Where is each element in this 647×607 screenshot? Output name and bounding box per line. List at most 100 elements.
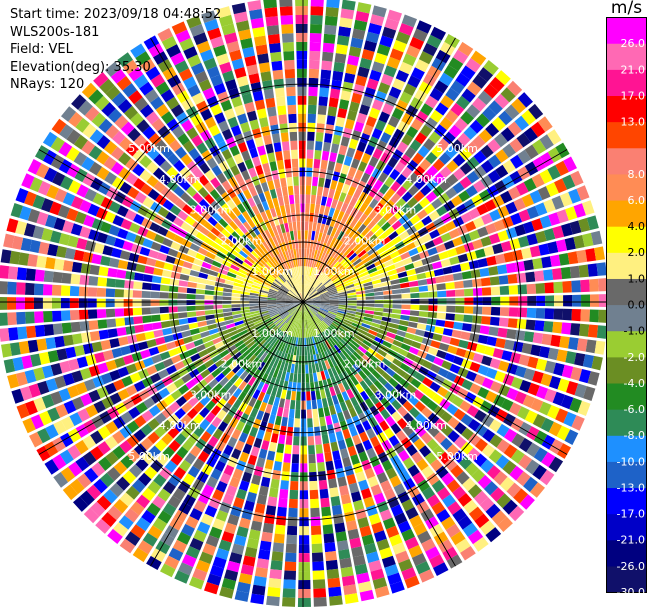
radar-gate xyxy=(162,481,176,495)
radar-gate xyxy=(438,192,450,205)
radar-gate xyxy=(196,100,209,113)
radar-gate xyxy=(80,332,92,343)
radar-gate xyxy=(473,180,486,193)
radar-gate xyxy=(317,334,323,344)
radar-gate xyxy=(510,154,524,169)
radar-gate xyxy=(440,258,451,268)
radar-gate xyxy=(307,257,311,267)
radar-gate xyxy=(180,426,193,439)
radar-gate xyxy=(38,410,52,426)
radar-gate xyxy=(279,243,285,253)
radar-gate xyxy=(314,281,322,289)
radar-gate xyxy=(238,517,251,529)
radar-gate xyxy=(420,184,432,196)
radar-gate xyxy=(354,563,368,575)
radar-gate xyxy=(295,337,299,347)
radar-gate xyxy=(260,329,269,337)
radar-gate xyxy=(195,559,211,573)
radar-gate xyxy=(500,190,513,204)
radar-gate xyxy=(354,314,365,320)
radar-gate xyxy=(234,278,244,285)
radar-gate xyxy=(369,198,379,209)
radar-gate xyxy=(189,508,203,521)
radar-gate xyxy=(523,331,535,343)
radar-gate xyxy=(390,344,401,353)
radar-gate xyxy=(303,302,312,305)
radar-gate xyxy=(415,110,429,124)
radar-gate xyxy=(335,44,348,55)
ring-label: 1.00km xyxy=(251,327,293,340)
radar-gate xyxy=(329,88,341,99)
radar-gate xyxy=(52,310,62,322)
radar-gate xyxy=(298,364,302,374)
radar-gate xyxy=(326,339,334,348)
radar-gate xyxy=(242,221,252,231)
radar-gate xyxy=(326,115,336,126)
radar-gate xyxy=(387,327,398,334)
radar-gate xyxy=(337,439,347,450)
radar-gate xyxy=(247,0,262,11)
radar-gate xyxy=(383,488,396,501)
radar-gate xyxy=(138,472,152,487)
radar-gate xyxy=(300,463,308,473)
radar-gate xyxy=(350,272,360,279)
radar-gate xyxy=(237,113,248,125)
radar-gate xyxy=(352,363,362,373)
radar-gate xyxy=(320,321,328,330)
radar-gate xyxy=(452,236,464,247)
radar-gate xyxy=(157,344,168,353)
radar-gate xyxy=(290,308,297,315)
radar-gate xyxy=(271,169,279,180)
radar-gate xyxy=(329,293,339,297)
radar-gate xyxy=(273,317,282,324)
radar-gate xyxy=(371,521,384,534)
radar-gate xyxy=(454,314,464,322)
radar-gate xyxy=(347,295,357,299)
radar-gate xyxy=(463,499,478,514)
radar-gate xyxy=(277,276,285,284)
radar-gate xyxy=(342,81,354,93)
radar-gate xyxy=(208,124,221,137)
radar-gate xyxy=(347,110,358,121)
radar-gate xyxy=(312,167,320,178)
radar-gate xyxy=(529,482,545,498)
radar-gate xyxy=(317,311,326,317)
radar-gate xyxy=(214,341,225,350)
radar-gate xyxy=(359,380,369,391)
radar-gate xyxy=(134,415,147,428)
radar-gate xyxy=(93,478,108,494)
radar-gate xyxy=(450,80,465,95)
radar-gate xyxy=(453,49,469,64)
radar-gate xyxy=(276,296,286,299)
radar-gate xyxy=(267,33,281,45)
radar-gate xyxy=(29,432,43,448)
radar-gate xyxy=(148,43,164,58)
radar-gate xyxy=(111,92,127,107)
radar-gate xyxy=(282,283,290,291)
radar-gate xyxy=(309,471,318,482)
radar-gate xyxy=(465,462,479,477)
radar-gate xyxy=(503,413,516,427)
radar-gate xyxy=(349,537,362,549)
radar-gate xyxy=(359,357,369,367)
radar-gate xyxy=(332,320,342,327)
radar-gate xyxy=(435,102,449,116)
radar-gate xyxy=(385,467,398,480)
radar-gate xyxy=(383,427,395,439)
radar-gate xyxy=(88,89,104,105)
radar-gate xyxy=(257,53,270,64)
radar-gate xyxy=(535,230,547,244)
radar-gate xyxy=(313,588,327,598)
radar-gate xyxy=(276,360,282,370)
radar-gate xyxy=(314,269,320,279)
radar-gate xyxy=(409,286,420,293)
radar-gate xyxy=(285,298,295,301)
radar-gate xyxy=(38,241,50,255)
radar-gate xyxy=(317,114,326,124)
radar-gate xyxy=(64,247,76,260)
radar-gate xyxy=(358,370,368,380)
radar-gate xyxy=(399,230,410,241)
radar-gate xyxy=(139,104,154,118)
radar-gate xyxy=(425,516,439,530)
radar-gate xyxy=(318,479,328,490)
